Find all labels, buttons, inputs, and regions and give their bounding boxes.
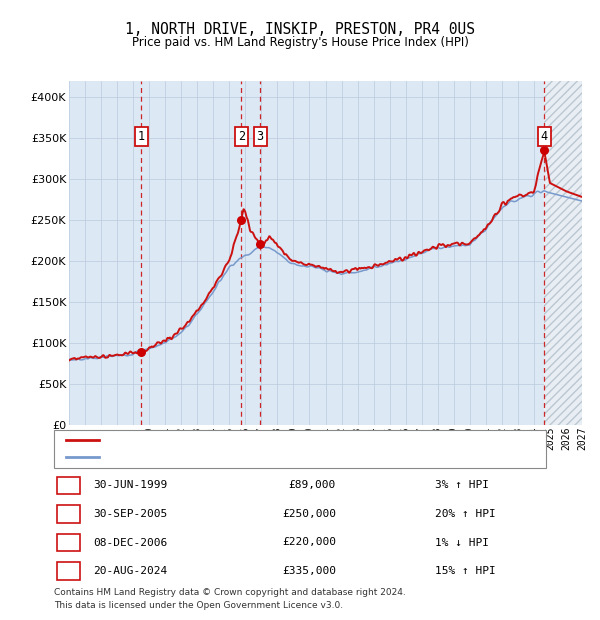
Text: £335,000: £335,000 — [282, 566, 336, 576]
Text: £89,000: £89,000 — [289, 480, 336, 490]
Text: HPI: Average price, detached house, Wyre: HPI: Average price, detached house, Wyre — [104, 453, 344, 463]
Text: 1% ↓ HPI: 1% ↓ HPI — [435, 538, 489, 547]
Text: 2: 2 — [238, 130, 245, 143]
Text: Contains HM Land Registry data © Crown copyright and database right 2024.
This d: Contains HM Land Registry data © Crown c… — [54, 588, 406, 610]
Bar — [544, 81, 582, 425]
Text: 30-JUN-1999: 30-JUN-1999 — [93, 480, 167, 490]
Text: 4: 4 — [541, 130, 548, 143]
Text: Price paid vs. HM Land Registry's House Price Index (HPI): Price paid vs. HM Land Registry's House … — [131, 36, 469, 49]
Text: 3% ↑ HPI: 3% ↑ HPI — [435, 480, 489, 490]
Text: 3: 3 — [256, 130, 263, 143]
Text: £250,000: £250,000 — [282, 509, 336, 519]
Text: £220,000: £220,000 — [282, 538, 336, 547]
Text: 2: 2 — [65, 509, 72, 519]
Bar — [544, 81, 582, 425]
Text: 15% ↑ HPI: 15% ↑ HPI — [435, 566, 496, 576]
Text: 4: 4 — [65, 566, 72, 576]
Text: 20-AUG-2024: 20-AUG-2024 — [93, 566, 167, 576]
Text: 1: 1 — [65, 480, 72, 490]
Text: 08-DEC-2006: 08-DEC-2006 — [93, 538, 167, 547]
Text: 30-SEP-2005: 30-SEP-2005 — [93, 509, 167, 519]
Text: 1: 1 — [137, 130, 145, 143]
Text: 3: 3 — [65, 538, 72, 547]
Text: 1, NORTH DRIVE, INSKIP, PRESTON, PR4 0US (detached house): 1, NORTH DRIVE, INSKIP, PRESTON, PR4 0US… — [104, 435, 446, 445]
Text: 1, NORTH DRIVE, INSKIP, PRESTON, PR4 0US: 1, NORTH DRIVE, INSKIP, PRESTON, PR4 0US — [125, 22, 475, 37]
Text: 20% ↑ HPI: 20% ↑ HPI — [435, 509, 496, 519]
